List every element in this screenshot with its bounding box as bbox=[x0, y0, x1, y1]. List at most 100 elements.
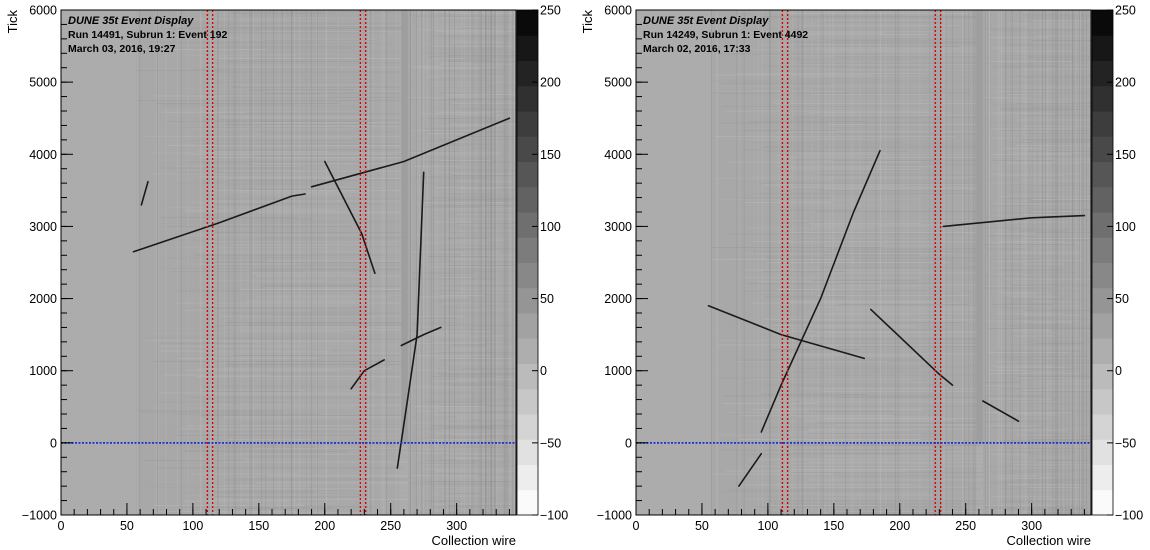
info-title: DUNE 35t Event Display bbox=[68, 15, 194, 27]
colorbar-step bbox=[1092, 464, 1113, 491]
colorbar-step bbox=[1092, 35, 1113, 61]
y-tick-label: −1000 bbox=[22, 509, 57, 523]
y-tick-label: 3000 bbox=[29, 220, 57, 234]
colorbar-step bbox=[517, 363, 538, 390]
x-tick-label: 0 bbox=[633, 519, 640, 533]
info-date: March 03, 2016, 19:27 bbox=[68, 43, 176, 55]
colorbar-tick-label: −100 bbox=[540, 509, 568, 523]
colorbar-step bbox=[1092, 60, 1113, 87]
colorbar-step bbox=[517, 313, 538, 339]
track-2 bbox=[310, 117, 511, 188]
colorbar-tick-label: 100 bbox=[1115, 220, 1136, 234]
colorbar-step bbox=[1092, 111, 1113, 137]
colorbar-tick-label: 150 bbox=[1115, 148, 1136, 162]
colorbar-tick-label: 250 bbox=[540, 4, 561, 18]
colorbar-tick-label: 200 bbox=[540, 76, 561, 90]
track-4 bbox=[350, 359, 385, 390]
colorbar-step bbox=[1092, 212, 1113, 238]
colorbar-step bbox=[517, 414, 538, 440]
plot-frame bbox=[635, 9, 1092, 516]
colorbar-step bbox=[1092, 439, 1113, 465]
colorbar-step bbox=[517, 237, 538, 263]
y-tick-label: 6000 bbox=[604, 4, 632, 18]
colorbar-step bbox=[517, 85, 538, 112]
colorbar-step bbox=[517, 161, 538, 188]
colorbar-step bbox=[517, 212, 538, 238]
colorbar-step bbox=[517, 388, 538, 415]
track-3 bbox=[870, 308, 954, 386]
y-tick-label: 3000 bbox=[604, 220, 632, 234]
y-tick-label: 0 bbox=[50, 436, 57, 450]
track-2 bbox=[707, 305, 865, 360]
info-date: March 02, 2016, 17:33 bbox=[643, 43, 751, 55]
colorbar-tick-label: −50 bbox=[540, 436, 561, 450]
colorbar-frame bbox=[1091, 9, 1114, 516]
y-tick-label: 1000 bbox=[604, 364, 632, 378]
track-1 bbox=[132, 193, 306, 253]
colorbar-tick-label: 200 bbox=[1115, 76, 1136, 90]
colorbar-tick-label: 150 bbox=[540, 148, 561, 162]
y-tick-label: 2000 bbox=[604, 292, 632, 306]
colorbar-tick-label: 50 bbox=[540, 292, 554, 306]
x-axis-title: Collection wire bbox=[431, 533, 516, 548]
colorbar-step bbox=[517, 186, 538, 213]
colorbar-step bbox=[1092, 161, 1113, 188]
colorbar-step bbox=[1092, 363, 1113, 390]
x-tick-label: 50 bbox=[120, 519, 134, 533]
colorbar-step bbox=[517, 60, 538, 87]
colorbar-step bbox=[1092, 313, 1113, 339]
plot-frame bbox=[60, 9, 517, 516]
colorbar-step bbox=[1092, 85, 1113, 112]
colorbar-step bbox=[517, 10, 538, 36]
colorbar-step bbox=[517, 262, 538, 289]
colorbar-tick-label: 0 bbox=[540, 364, 547, 378]
x-axis-title: Collection wire bbox=[1006, 533, 1091, 548]
colorbar-step bbox=[1092, 136, 1113, 162]
info-title: DUNE 35t Event Display bbox=[643, 15, 769, 27]
y-axis-title: Tick bbox=[5, 10, 20, 34]
x-tick-label: 300 bbox=[1021, 519, 1042, 533]
track-3 bbox=[324, 160, 376, 275]
y-tick-label: 6000 bbox=[29, 4, 57, 18]
x-tick-label: 250 bbox=[955, 519, 976, 533]
colorbar-step bbox=[1092, 414, 1113, 440]
colorbar-step bbox=[517, 287, 538, 314]
track-1 bbox=[760, 149, 881, 433]
colorbar-step bbox=[1092, 388, 1113, 415]
colorbar-step bbox=[1092, 186, 1113, 213]
colorbar-step bbox=[1092, 10, 1113, 36]
y-tick-label: 4000 bbox=[29, 148, 57, 162]
x-tick-label: 150 bbox=[248, 519, 269, 533]
colorbar-tick-label: −50 bbox=[1115, 436, 1136, 450]
track-5 bbox=[396, 171, 425, 469]
noise-texture bbox=[711, 10, 1091, 515]
colorbar-step bbox=[517, 136, 538, 162]
panel-right: 0 50 100 150 200 250 300−100001000200030004000… bbox=[580, 4, 1143, 549]
x-tick-label: 100 bbox=[182, 519, 203, 533]
x-tick-label: 0 bbox=[58, 519, 65, 533]
colorbar-step bbox=[517, 439, 538, 465]
colorbar-step bbox=[1092, 287, 1113, 314]
colorbar-step bbox=[517, 35, 538, 61]
track-0 bbox=[140, 180, 149, 206]
colorbar-tick-label: 0 bbox=[1115, 364, 1122, 378]
colorbar-step bbox=[517, 464, 538, 491]
track-5 bbox=[942, 214, 1086, 228]
colorbar-step bbox=[1092, 262, 1113, 289]
colorbar-tick-label: 50 bbox=[1115, 292, 1129, 306]
colorbar-step bbox=[1092, 237, 1113, 263]
x-tick-label: 250 bbox=[380, 519, 401, 533]
x-tick-label: 100 bbox=[757, 519, 778, 533]
dead-wire-band bbox=[976, 10, 983, 443]
dead-wire-band bbox=[401, 10, 408, 443]
x-tick-label: 200 bbox=[314, 519, 335, 533]
colorbar-step bbox=[1092, 489, 1113, 516]
y-tick-label: 5000 bbox=[29, 76, 57, 90]
colorbar-step bbox=[517, 489, 538, 516]
colorbar-tick-label: −100 bbox=[1115, 509, 1143, 523]
colorbar-step bbox=[517, 111, 538, 137]
info-run: Run 14249, Subrun 1: Event 4492 bbox=[643, 29, 808, 41]
y-tick-label: 0 bbox=[625, 436, 632, 450]
y-axis-title: Tick bbox=[580, 10, 595, 34]
